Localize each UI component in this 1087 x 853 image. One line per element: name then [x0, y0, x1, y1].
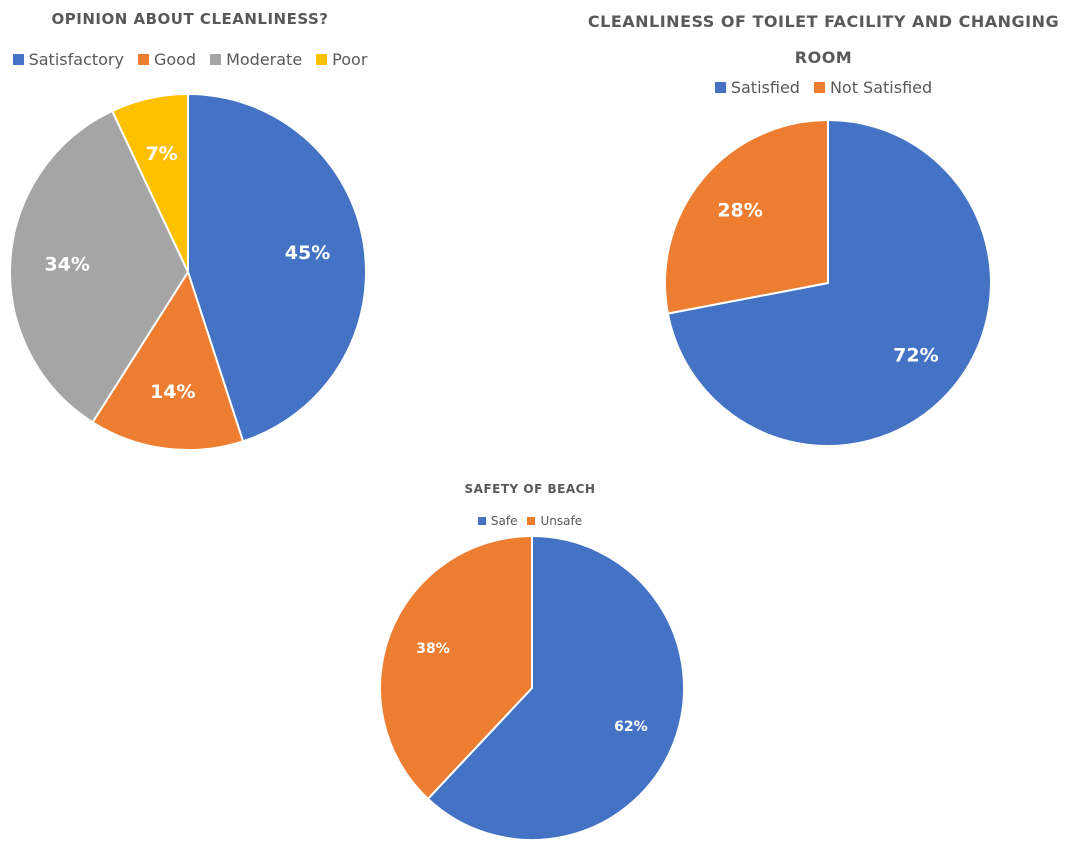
data-label-moderate: 34% — [44, 253, 89, 275]
pie-slice-satisfactory — [187, 92, 367, 443]
cleanliness-opinion-chart: OPINION ABOUT CLEANLINESS? Satisfactory G… — [0, 0, 380, 460]
legend-swatch — [813, 82, 825, 93]
data-label-safe: 62% — [614, 719, 648, 735]
legend-label: Safe — [490, 514, 518, 528]
legend-item-not-satisfied: Not Satisfied — [813, 78, 933, 97]
legend-swatch — [12, 54, 24, 65]
legend-label: Satisfactory — [28, 50, 124, 69]
pie-chart: 62% 38% — [379, 534, 685, 841]
data-label-satisfied: 72% — [893, 345, 938, 367]
legend-item-unsafe: Unsafe — [527, 514, 582, 528]
chart-legend: Satisfactory Good Moderate Poor — [0, 50, 380, 69]
legend-label: Unsafe — [540, 514, 583, 528]
legend-label: Not Satisfied — [829, 78, 933, 97]
legend-label: Satisfied — [730, 78, 800, 97]
chart-title: CLEANLINESS OF TOILET FACILITY AND CHANG… — [587, 12, 1060, 67]
legend-swatch — [527, 517, 536, 525]
legend-swatch — [714, 82, 726, 93]
pie-slice-poor — [110, 92, 189, 273]
pie-slice-moderate — [9, 109, 190, 424]
legend-item-satisfied: Satisfied — [714, 78, 800, 97]
chart-legend: Safe Unsafe — [330, 514, 730, 528]
beach-safety-chart: SAFETY OF BEACH Safe Unsafe 62% 38% — [330, 470, 730, 853]
legend-label: Poor — [332, 50, 368, 69]
data-label-good: 14% — [150, 381, 195, 403]
legend-item-good: Good — [137, 50, 197, 69]
legend-item-satisfactory: Satisfactory — [12, 50, 124, 69]
legend-item-safe: Safe — [477, 514, 518, 528]
legend-label: Moderate — [226, 50, 303, 69]
legend-label: Good — [153, 50, 197, 69]
data-label-poor: 7% — [145, 143, 177, 165]
pie-chart: 45% 14% 34% 7% — [9, 92, 367, 451]
legend-item-poor: Poor — [316, 50, 367, 69]
pie-chart: 72% 28% — [664, 118, 992, 447]
pie-slice-satisfied — [666, 118, 992, 447]
pie-slice-safe — [426, 534, 685, 841]
toilet-cleanliness-chart: CLEANLINESS OF TOILET FACILITY AND CHANG… — [560, 0, 1087, 460]
legend-swatch — [137, 54, 149, 65]
chart-legend: Satisfied Not Satisfied — [560, 78, 1087, 97]
pie-slice-good — [91, 269, 245, 451]
pie-slice-not-satisfied — [664, 118, 829, 315]
chart-title: SAFETY OF BEACH — [464, 482, 596, 496]
data-label-satisfactory: 45% — [285, 242, 330, 264]
data-label-unsafe: 38% — [416, 641, 450, 657]
chart-title: OPINION ABOUT CLEANLINESS? — [51, 10, 329, 28]
data-label-not-satisfied: 28% — [717, 199, 762, 221]
pie-slice-unsafe — [379, 534, 533, 801]
legend-item-moderate: Moderate — [210, 50, 302, 69]
legend-swatch — [477, 517, 486, 525]
legend-swatch — [316, 54, 328, 65]
legend-swatch — [210, 54, 222, 65]
